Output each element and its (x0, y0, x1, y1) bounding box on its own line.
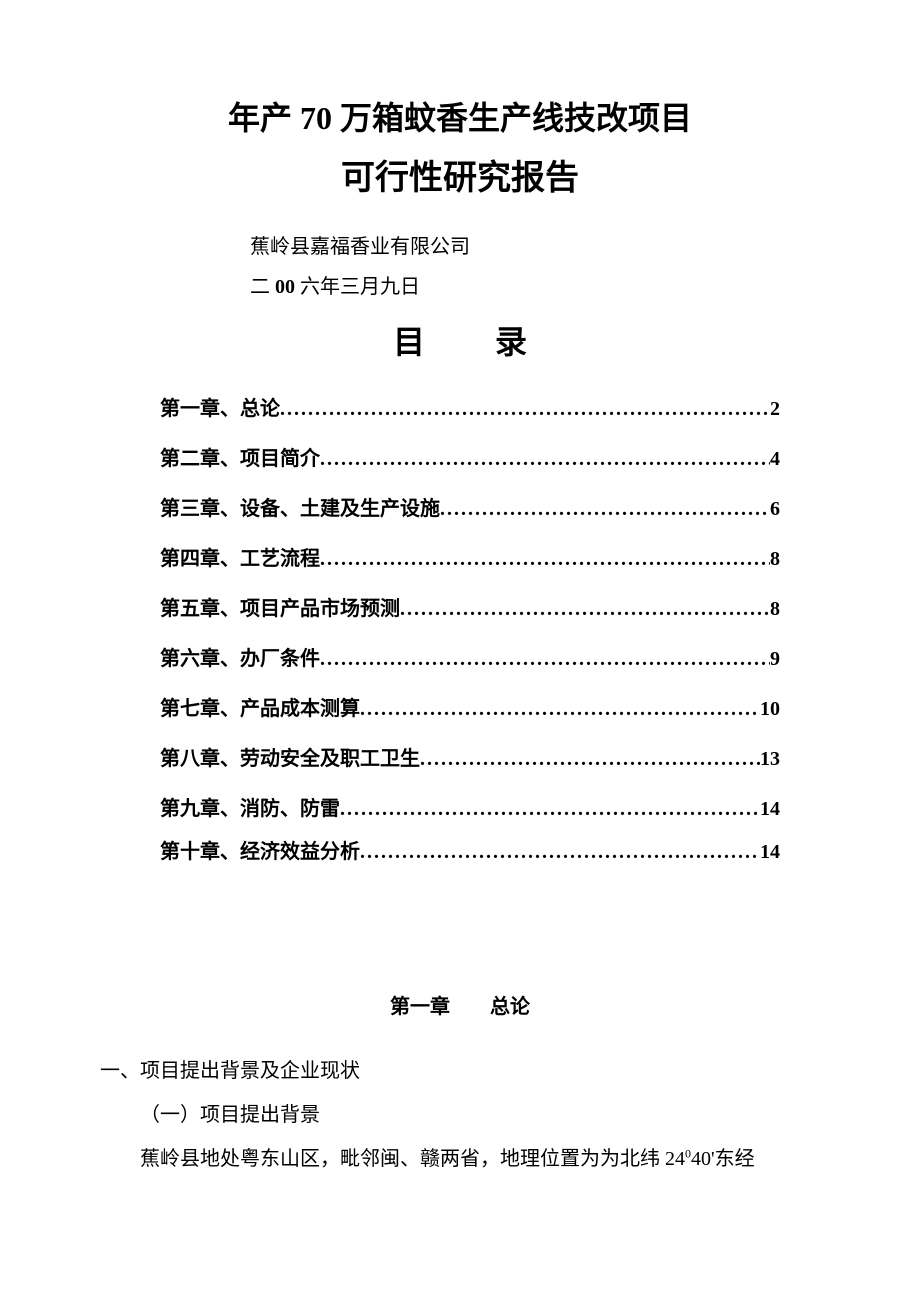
toc-label: 第一章、总论 (160, 384, 280, 434)
toc-page: 14 (760, 834, 780, 870)
chapter1-para1: 蕉岭县地处粤东山区，毗邻闽、赣两省，地理位置为为北纬 24040'东经 (100, 1137, 820, 1181)
date-prefix: 二 (250, 276, 270, 298)
toc-label: 第四章、工艺流程 (160, 534, 320, 584)
toc-row: 第七章、产品成本测算 .............................… (160, 684, 780, 734)
toc-row: 第八章、劳动安全及职工卫生 ..........................… (160, 734, 780, 784)
toc-page: 6 (770, 484, 780, 534)
date-boldnum: 00 (270, 276, 300, 298)
toc-page: 13 (760, 734, 780, 784)
toc-dots: ........................................… (440, 484, 770, 534)
doc-title-line1: 年产 70 万箱蚊香生产线技改项目 (100, 90, 820, 148)
toc-page: 4 (770, 434, 780, 484)
toc-dots: ........................................… (320, 634, 770, 684)
toc-heading: 目录 (100, 317, 820, 368)
toc-row: 第一章、总论 .................................… (160, 384, 780, 434)
date-line: 二 00 六年三月九日 (100, 267, 820, 307)
toc-label: 第六章、办厂条件 (160, 634, 320, 684)
toc-label: 第三章、设备、土建及生产设施 (160, 484, 440, 534)
toc-dots: ........................................… (400, 584, 770, 634)
document-page: 年产 70 万箱蚊香生产线技改项目 可行性研究报告 蕉岭县嘉福香业有限公司 二 … (0, 0, 920, 1302)
toc-dots: ........................................… (340, 784, 760, 834)
toc-page: 10 (760, 684, 780, 734)
toc-label: 第十章、经济效益分析 (160, 834, 360, 870)
chapter-number: 第一章 (390, 996, 450, 1018)
toc-dots: ........................................… (360, 834, 760, 870)
toc-row: 第二章、项目简介 ...............................… (160, 434, 780, 484)
toc-page: 8 (770, 584, 780, 634)
para-text-before: 蕉岭县地处粤东山区，毗邻闽、赣两省，地理位置为为北纬 24 (140, 1148, 685, 1170)
toc-row: 第十章、经济效益分析 .............................… (160, 834, 780, 870)
toc-dots: ........................................… (320, 434, 770, 484)
date-suffix: 六年三月九日 (300, 276, 420, 298)
toc-label: 第二章、项目简介 (160, 434, 320, 484)
toc-row: 第三章、设备、土建及生产设施 .........................… (160, 484, 780, 534)
chapter1-heading: 第一章 总论 (100, 990, 820, 1019)
toc-row: 第四章、工艺流程 ...............................… (160, 534, 780, 584)
toc-dots: ........................................… (320, 534, 770, 584)
toc-dots: ........................................… (280, 384, 770, 434)
toc-row: 第五章、项目产品市场预测 ...........................… (160, 584, 780, 634)
toc-list: 第一章、总论 .................................… (100, 384, 820, 870)
toc-dots: ........................................… (420, 734, 760, 784)
toc-page: 8 (770, 534, 780, 584)
toc-label: 第八章、劳动安全及职工卫生 (160, 734, 420, 784)
toc-page: 9 (770, 634, 780, 684)
toc-page: 2 (770, 384, 780, 434)
chapter1-section1: 一、项目提出背景及企业现状 (100, 1049, 820, 1093)
toc-row: 第九章、消防、防雷 ..............................… (160, 784, 780, 834)
chapter1-section2: （一）项目提出背景 (100, 1093, 820, 1137)
para-text-after: 40'东经 (691, 1148, 755, 1170)
toc-row: 第六章、办厂条件 ...............................… (160, 634, 780, 684)
toc-label: 第七章、产品成本测算 (160, 684, 360, 734)
toc-label: 第五章、项目产品市场预测 (160, 584, 400, 634)
toc-page: 14 (760, 784, 780, 834)
chapter-title: 总论 (490, 996, 530, 1018)
toc-dots: ........................................… (360, 684, 760, 734)
organization-line: 蕉岭县嘉福香业有限公司 (100, 227, 820, 267)
doc-title-line2: 可行性研究报告 (100, 148, 820, 209)
toc-label: 第九章、消防、防雷 (160, 784, 340, 834)
